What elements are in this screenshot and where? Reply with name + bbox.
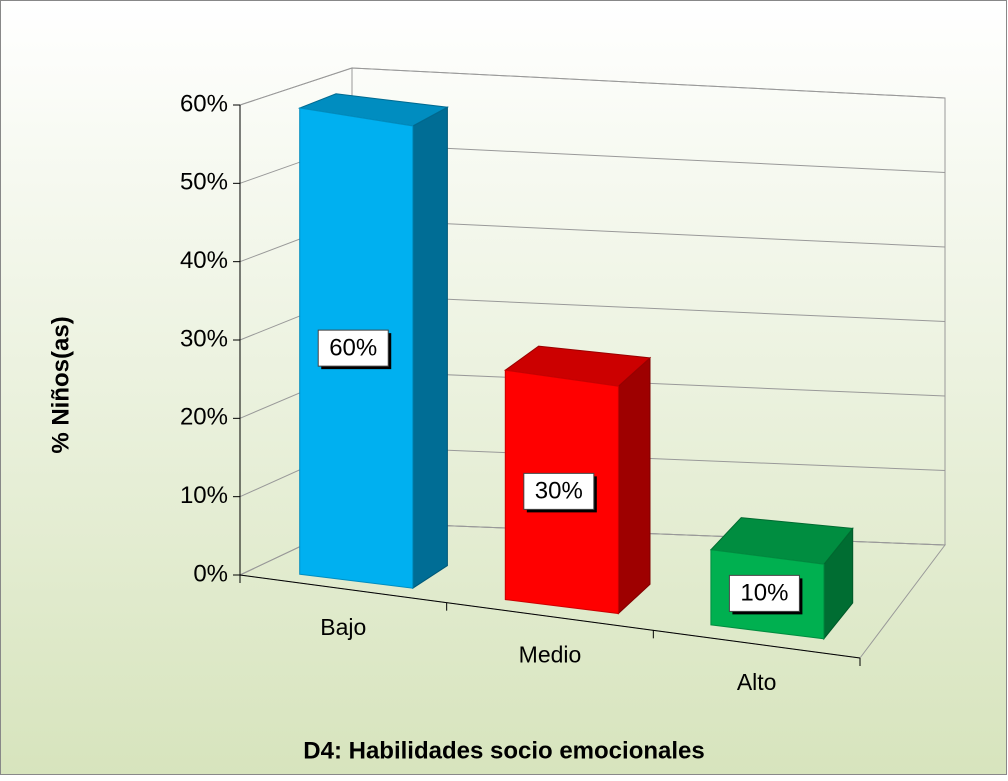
y-tick-label: 10%	[180, 482, 228, 509]
bar-side	[617, 356, 651, 615]
y-tick-label: 20%	[180, 404, 228, 431]
value-label: 30%	[535, 478, 583, 505]
value-label: 60%	[329, 334, 377, 361]
value-label-box	[317, 329, 389, 367]
grid-line	[239, 67, 946, 106]
value-label-box	[728, 574, 800, 612]
x-tick-label: Bajo	[320, 614, 366, 640]
y-tick-label: 60%	[180, 90, 228, 117]
plot: 0% 10% 20% 30% 40% 50% 60% 60% Bajo 30% Medio 10% Al…	[180, 67, 946, 695]
bar	[297, 93, 450, 590]
value-label-box	[523, 472, 595, 510]
y-tick-label: 40%	[180, 247, 228, 274]
chart-title: D4: Habilidades socio emocionales	[303, 737, 704, 764]
y-tick-label: 50%	[180, 169, 228, 196]
y-tick-label: 0%	[193, 560, 228, 587]
y-axis-label: % Niños(as)	[47, 316, 74, 453]
x-axis	[239, 574, 861, 659]
x-tick-label: Medio	[519, 642, 582, 668]
value-label: 10%	[740, 580, 788, 607]
y-tick-label: 30%	[180, 325, 228, 352]
bar-side	[412, 106, 448, 590]
x-tick-label: Alto	[737, 669, 777, 695]
